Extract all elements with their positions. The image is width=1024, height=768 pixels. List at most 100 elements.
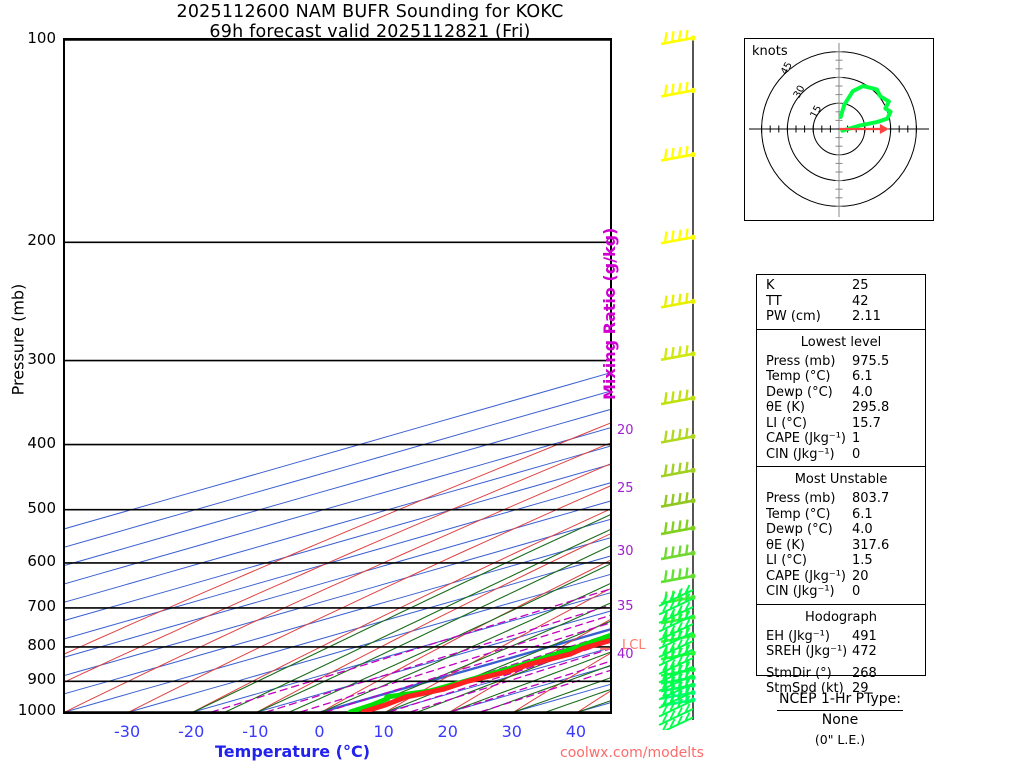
pressure-tick-400: 400 bbox=[27, 433, 56, 452]
stat-value: 491 bbox=[852, 628, 877, 644]
table-row: SREH (Jkg⁻¹) 472 bbox=[757, 644, 925, 660]
table-row: Temp (°C) 6.1 bbox=[757, 507, 925, 523]
page-title: 2025112600 NAM BUFR Sounding for KOKC 69… bbox=[0, 2, 740, 42]
hodograph-panel[interactable]: 15 30 45 bbox=[744, 38, 934, 221]
table-row: CIN (Jkg⁻¹) 0 bbox=[757, 447, 925, 463]
stat-value: 268 bbox=[852, 665, 877, 681]
temperature-tick--30: -30 bbox=[114, 722, 141, 741]
table-row: PW (cm) 2.11 bbox=[757, 309, 925, 325]
stat-value: 6.1 bbox=[852, 506, 873, 522]
height-tick-20: 20 bbox=[617, 423, 634, 438]
hodograph-stats-rows: EH (Jkg⁻¹) 491 SREH (Jkg⁻¹) 472 StmDir (°) 26… bbox=[757, 629, 925, 697]
table-row: LI (°C) 15.7 bbox=[757, 416, 925, 432]
table-row: Press (mb) 975.5 bbox=[757, 354, 925, 370]
sounding-stats-panel: K 25 TT 42 PW (cm) 2.11 Lowest level Pre… bbox=[756, 274, 926, 696]
table-row: EH (Jkg⁻¹) 491 bbox=[757, 629, 925, 645]
pressure-axis-label: Pressure (mb) bbox=[8, 283, 28, 396]
temperature-tick-0: 0 bbox=[314, 722, 325, 741]
skewt-plot-area bbox=[65, 40, 610, 712]
table-row: θE (K) 317.6 bbox=[757, 538, 925, 554]
table-row: LI (°C) 1.5 bbox=[757, 553, 925, 569]
ptype-header: NCEP 1-Hr PType: bbox=[777, 690, 903, 711]
section-header: Most Unstable bbox=[794, 472, 888, 487]
stat-value: 42 bbox=[852, 293, 869, 309]
stat-value: 803.7 bbox=[852, 491, 890, 506]
height-tick-25: 25 bbox=[617, 481, 634, 496]
pressure-tick-500: 500 bbox=[27, 498, 56, 517]
stat-value: 0 bbox=[852, 446, 861, 462]
stat-key: SREH (Jkg⁻¹) bbox=[766, 644, 848, 659]
lowest-level-rows: Press (mb) 975.5 Temp (°C) 6.1 Dewp (°C) 4.0 θ… bbox=[757, 354, 925, 463]
ptype-panel: NCEP 1-Hr PType: None (0" L.E.) bbox=[744, 690, 936, 749]
hodograph-units-label: knots bbox=[752, 44, 788, 59]
mixing-ratio-axis-label: Mixing Ratio (g/kg) bbox=[600, 227, 619, 400]
table-row: Press (mb) 803.7 bbox=[757, 491, 925, 507]
stat-value: 25 bbox=[852, 278, 869, 293]
skewt-diagram[interactable] bbox=[63, 38, 612, 714]
temperature-tick-20: 20 bbox=[437, 722, 458, 741]
height-tick-30: 30 bbox=[617, 544, 634, 559]
stat-key: Press (mb) bbox=[766, 491, 836, 506]
height-tick-35: 35 bbox=[617, 599, 634, 614]
stats-indices-section: K 25 TT 42 PW (cm) 2.11 bbox=[757, 275, 925, 330]
stat-value: 15.7 bbox=[852, 415, 881, 431]
svg-text:30: 30 bbox=[792, 84, 808, 100]
temperature-axis-label: Temperature (°C) bbox=[215, 742, 371, 761]
temperature-tick--10: -10 bbox=[242, 722, 269, 741]
pressure-tick-1000: 1000 bbox=[17, 701, 56, 719]
watermark: coolwx.com/modelts bbox=[560, 745, 704, 761]
ptype-value: None bbox=[821, 712, 859, 728]
title-line-1: 2025112600 NAM BUFR Sounding for KOKC bbox=[176, 2, 564, 22]
stat-key: CAPE (Jkg⁻¹) bbox=[766, 431, 846, 446]
section-header: Hodograph bbox=[805, 609, 877, 625]
stat-value: 317.6 bbox=[852, 537, 890, 553]
pressure-tick-700: 700 bbox=[27, 596, 56, 615]
stat-value: 472 bbox=[852, 644, 877, 659]
table-row: CAPE (Jkg⁻¹) 20 bbox=[757, 569, 925, 585]
pressure-tick-200: 200 bbox=[27, 231, 56, 250]
stat-value: 1 bbox=[852, 431, 861, 446]
stat-key: StmSpd (kt) bbox=[766, 681, 844, 696]
stat-key: CAPE (Jkg⁻¹) bbox=[766, 568, 846, 584]
stat-value: 1.5 bbox=[852, 553, 873, 568]
stat-value: 29 bbox=[852, 681, 869, 696]
stat-key: Temp (°C) bbox=[766, 506, 831, 522]
stat-key: LI (°C) bbox=[766, 415, 807, 431]
stat-key: θE (K) bbox=[766, 400, 805, 415]
title-line-2: 69h forecast valid 2025112821 (Fri) bbox=[209, 22, 531, 42]
table-row: Dewp (°C) 4.0 bbox=[757, 385, 925, 401]
table-row: CIN (Jkg⁻¹) 0 bbox=[757, 584, 925, 600]
table-row: Temp (°C) 6.1 bbox=[757, 369, 925, 385]
svg-text:45: 45 bbox=[779, 60, 795, 76]
temperature-tick-30: 30 bbox=[501, 722, 522, 741]
stat-key: EH (Jkg⁻¹) bbox=[766, 628, 830, 644]
stat-key: LI (°C) bbox=[766, 553, 807, 568]
stat-value: 2.11 bbox=[852, 309, 881, 324]
table-row: TT 42 bbox=[757, 294, 925, 310]
temperature-tick-10: 10 bbox=[373, 722, 394, 741]
stat-value: 295.8 bbox=[852, 400, 890, 415]
stat-value: 0 bbox=[852, 584, 861, 599]
wind-barb-column bbox=[658, 30, 696, 730]
stat-key: K bbox=[766, 278, 775, 293]
stat-value: 4.0 bbox=[852, 522, 873, 537]
table-row: θE (K) 295.8 bbox=[757, 400, 925, 416]
temperature-tick-40: 40 bbox=[565, 722, 587, 741]
svg-text:15: 15 bbox=[809, 104, 825, 120]
stat-key: PW (cm) bbox=[766, 309, 821, 324]
stat-key: θE (K) bbox=[766, 537, 805, 553]
pressure-tick-800: 800 bbox=[27, 635, 56, 654]
temperature-tick--20: -20 bbox=[178, 722, 205, 741]
table-row: StmSpd (kt) 29 bbox=[757, 681, 925, 697]
table-row: K 25 bbox=[757, 278, 925, 294]
pressure-tick-900: 900 bbox=[27, 670, 56, 689]
table-row: CAPE (Jkg⁻¹) 1 bbox=[757, 431, 925, 447]
lowest-level-section: Lowest level Press (mb) 975.5 Temp (°C) 6.1… bbox=[757, 330, 925, 467]
lcl-label: LCL bbox=[622, 638, 646, 653]
stat-key: Temp (°C) bbox=[766, 369, 831, 384]
pressure-tick-300: 300 bbox=[27, 349, 56, 368]
stat-key: Dewp (°C) bbox=[766, 384, 833, 400]
stat-key: Press (mb) bbox=[766, 353, 836, 369]
most-unstable-rows: Press (mb) 803.7 Temp (°C) 6.1 Dewp (°C) 4.0 θ… bbox=[757, 491, 925, 600]
